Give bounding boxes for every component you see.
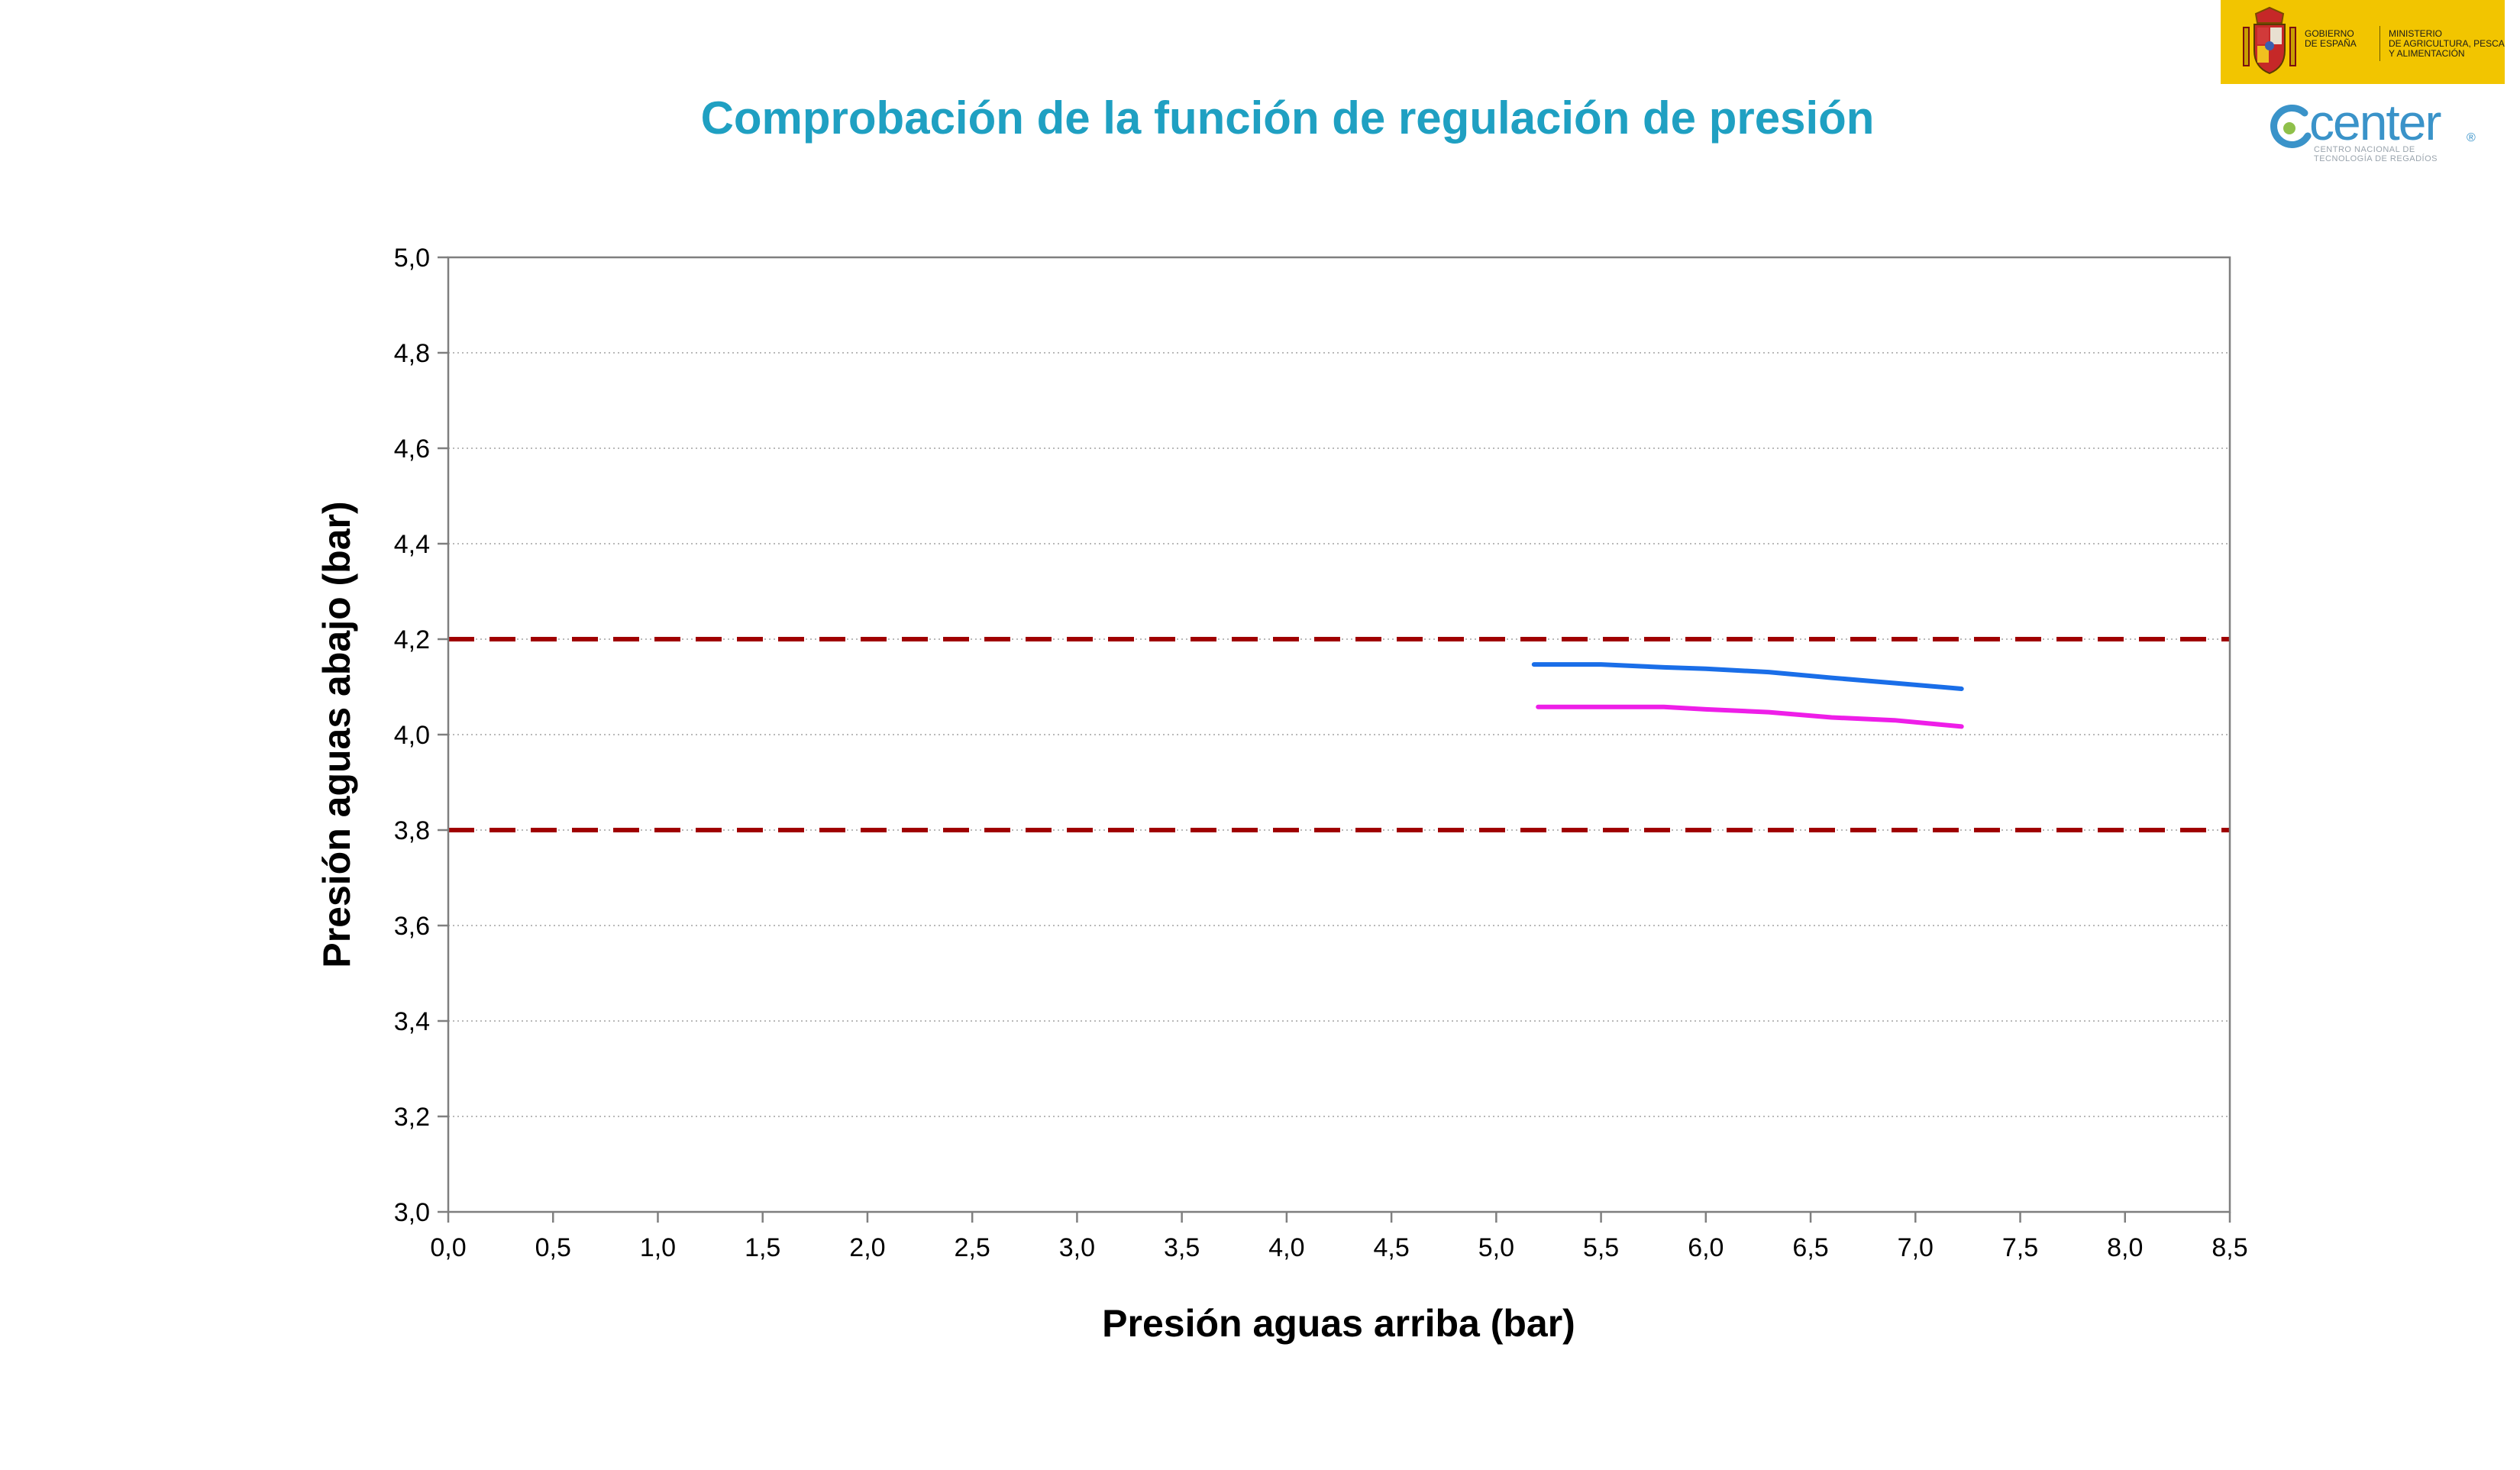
series-lines xyxy=(1531,662,1964,729)
center-logo: center ® CENTRO NACIONAL DE TECNOLOGÍA D… xyxy=(2266,94,2488,174)
coat-of-arms-icon xyxy=(2243,6,2296,75)
y-axis-label: Presión aguas abajo (bar) xyxy=(315,501,358,968)
x-tick-label: 2,5 xyxy=(955,1233,990,1262)
y-tick-label: 4,2 xyxy=(394,625,430,654)
logo-separator xyxy=(2379,26,2380,61)
government-logo: GOBIERNO DE ESPAÑA MINISTERIO DE AGRICUL… xyxy=(2221,0,2505,84)
y-tick-label: 5,0 xyxy=(394,244,430,273)
x-tick-label: 6,5 xyxy=(1792,1233,1828,1262)
center-subtitle: CENTRO NACIONAL DE TECNOLOGÍA DE REGADÍO… xyxy=(2314,145,2438,163)
x-axis-ticks: 0,0 0,5 1,0 1,5 2,0 2,5 3,0 3,5 4,0 4,5 5,0 5,5 6,0 6… xyxy=(430,1212,2248,1262)
x-tick-label: 7,0 xyxy=(1898,1233,1934,1262)
x-tick-label: 7,5 xyxy=(2002,1233,2038,1262)
y-tick-label: 3,0 xyxy=(394,1198,430,1227)
center-swirl-icon xyxy=(2270,105,2312,148)
y-tick-label: 4,8 xyxy=(394,339,430,368)
x-tick-label: 5,5 xyxy=(1583,1233,1619,1262)
x-tick-label: 3,5 xyxy=(1164,1233,1200,1262)
limit-lines xyxy=(448,637,2230,832)
y-axis-ticks: 3,0 3,2 3,4 3,6 3,8 4,0 4,2 4,4 4,6 4,8 5,0 xyxy=(394,244,448,1227)
y-tick-label: 4,4 xyxy=(394,530,430,559)
x-tick-label: 3,0 xyxy=(1059,1233,1095,1262)
registered-mark: ® xyxy=(2467,131,2476,144)
center-wordmark: center xyxy=(2309,94,2441,150)
y-tick-label: 3,8 xyxy=(394,816,430,845)
x-tick-label: 4,0 xyxy=(1268,1233,1304,1262)
y-tick-label: 4,0 xyxy=(394,721,430,750)
x-tick-label: 8,5 xyxy=(2211,1233,2247,1262)
x-tick-label: 5,0 xyxy=(1478,1233,1514,1262)
x-tick-label: 0,0 xyxy=(430,1233,466,1262)
x-axis-label: Presión aguas arriba (bar) xyxy=(1102,1302,1575,1345)
series-line-1 xyxy=(1531,662,1964,691)
x-tick-label: 1,0 xyxy=(640,1233,676,1262)
x-tick-label: 8,0 xyxy=(2107,1233,2143,1262)
x-tick-label: 4,5 xyxy=(1373,1233,1409,1262)
y-tick-label: 3,4 xyxy=(394,1007,430,1036)
x-tick-label: 0,5 xyxy=(535,1233,571,1262)
chart-title: Comprobación de la función de regulación… xyxy=(701,92,1875,144)
y-tick-label: 3,2 xyxy=(394,1103,430,1132)
x-tick-label: 2,0 xyxy=(849,1233,885,1262)
gov-label: GOBIERNO DE ESPAÑA xyxy=(2305,28,2357,49)
y-tick-label: 4,6 xyxy=(394,435,430,464)
x-tick-label: 6,0 xyxy=(1688,1233,1724,1262)
ministry-label: MINISTERIO DE AGRICULTURA, PESCA Y ALIME… xyxy=(2389,28,2505,59)
x-tick-label: 1,5 xyxy=(745,1233,780,1262)
series-line-2 xyxy=(1536,704,1964,729)
y-tick-label: 3,6 xyxy=(394,912,430,941)
